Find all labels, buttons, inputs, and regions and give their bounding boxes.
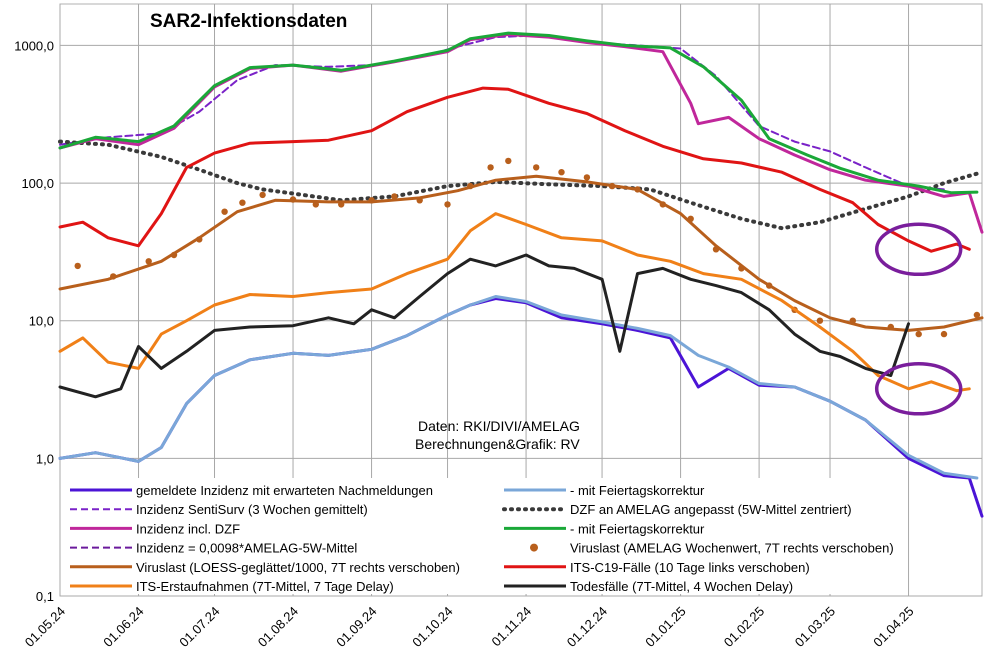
x-tick-label: 01.02.25 <box>721 604 767 650</box>
y-tick-label: 100,0 <box>21 176 54 191</box>
series-line-10 <box>58 212 971 393</box>
data-point <box>391 193 398 200</box>
x-tick-label: 01.12.24 <box>564 604 610 650</box>
annotations-layer <box>874 222 963 416</box>
x-tick-label: 01.09.24 <box>333 604 379 650</box>
series-line-9 <box>58 174 984 332</box>
legend-label: ITS-Erstaufnahmen (7T-Mittel, 7 Tage Del… <box>136 579 394 594</box>
legend-label: Viruslast (AMELAG Wochenwert, 7T rechts … <box>570 541 894 556</box>
legend-label: ITS-C19-Fälle (10 Tage links verschoben) <box>570 560 810 575</box>
data-point <box>221 208 228 215</box>
x-tick-label: 01.10.24 <box>409 604 455 650</box>
data-point <box>533 164 540 171</box>
data-point <box>444 201 451 208</box>
data-point <box>505 157 512 165</box>
annotation-ellipse-1 <box>874 362 963 416</box>
data-point <box>915 330 922 338</box>
chart-title: SAR2-Infektionsdaten <box>150 11 347 32</box>
data-point <box>558 169 565 176</box>
legend-item: ITS-C19-Fälle (10 Tage links verschoben) <box>504 560 810 575</box>
data-point <box>145 258 152 265</box>
data-point <box>239 199 246 206</box>
data-point <box>973 311 981 319</box>
y-axis-tick-labels: 0,1 1,0 10,0 100,0 1000,0 <box>14 38 54 604</box>
legend-label: Inzidenz = 0,0098*AMELAG-5W-Mittel <box>136 541 357 556</box>
x-tick-label: 01.11.24 <box>488 604 534 650</box>
legend: gemeldete Inzidenz mit erwarteten Nachme… <box>62 478 894 594</box>
data-point <box>74 262 81 270</box>
x-axis-tick-labels: 01.05.24 01.06.24 01.07.24 01.08.24 01.09.24… <box>22 604 917 650</box>
x-tick-label: 01.01.25 <box>642 604 688 650</box>
credit-line-1: Daten: RKI/DIVI/AMELAG <box>418 418 580 434</box>
x-tick-label: 01.06.24 <box>100 604 146 650</box>
y-tick-label: 0,1 <box>36 589 54 604</box>
legend-item: DZF an AMELAG angepasst (5W-Mittel zentr… <box>502 502 852 517</box>
legend-label: Viruslast (LOESS-geglättet/1000, 7T rech… <box>136 560 460 575</box>
x-tick-label: 01.04.25 <box>870 604 916 650</box>
series-line-1 <box>58 295 979 480</box>
legend-background <box>62 478 882 594</box>
annotation-ellipse-0 <box>874 222 963 277</box>
legend-item: Inzidenz incl. DZF <box>70 521 240 536</box>
series-line-8 <box>58 86 971 253</box>
legend-item: Viruslast (LOESS-geglättet/1000, 7T rech… <box>70 560 460 575</box>
legend-swatch <box>530 543 538 552</box>
y-tick-label: 1,0 <box>36 451 54 466</box>
legend-item: ITS-Erstaufnahmen (7T-Mittel, 7 Tage Del… <box>70 579 394 594</box>
legend-label: Inzidenz incl. DZF <box>136 521 240 536</box>
credit-line-2: Berechnungen&Grafik: RV <box>415 436 580 452</box>
x-tick-label: 01.07.24 <box>176 604 222 650</box>
legend-item: Viruslast (AMELAG Wochenwert, 7T rechts … <box>530 541 894 556</box>
legend-item: gemeldete Inzidenz mit erwarteten Nachme… <box>70 483 433 498</box>
legend-item: Todesfälle (7T-Mittel, 4 Wochen Delay) <box>504 579 793 594</box>
legend-item: - mit Feiertagskorrektur <box>504 483 705 498</box>
series-layer <box>58 31 984 518</box>
data-point <box>816 317 824 324</box>
series-line-5 <box>58 31 979 195</box>
y-tick-label: 1000,0 <box>14 38 54 53</box>
x-tick-label: 01.08.24 <box>255 604 301 650</box>
x-tick-label: 01.03.25 <box>792 604 838 650</box>
legend-label: Todesfälle (7T-Mittel, 4 Wochen Delay) <box>570 579 793 594</box>
data-point <box>487 164 494 171</box>
legend-label: - mit Feiertagskorrektur <box>570 521 705 536</box>
series-line-11 <box>58 253 910 399</box>
legend-item: Inzidenz = 0,0098*AMELAG-5W-Mittel <box>70 541 357 556</box>
legend-label: DZF an AMELAG angepasst (5W-Mittel zentr… <box>570 502 852 517</box>
legend-label: gemeldete Inzidenz mit erwarteten Nachme… <box>136 483 433 498</box>
y-tick-label: 10,0 <box>29 314 54 329</box>
legend-item: Inzidenz SentiSurv (3 Wochen gemittelt) <box>70 502 368 517</box>
legend-label: Inzidenz SentiSurv (3 Wochen gemittelt) <box>136 502 368 517</box>
data-point <box>940 330 948 338</box>
legend-label: - mit Feiertagskorrektur <box>570 483 705 498</box>
x-tick-label: 01.05.24 <box>22 604 68 650</box>
data-point <box>259 191 266 199</box>
legend-item: - mit Feiertagskorrektur <box>504 521 705 536</box>
data-point <box>583 174 591 181</box>
series-line-3 <box>58 139 984 231</box>
